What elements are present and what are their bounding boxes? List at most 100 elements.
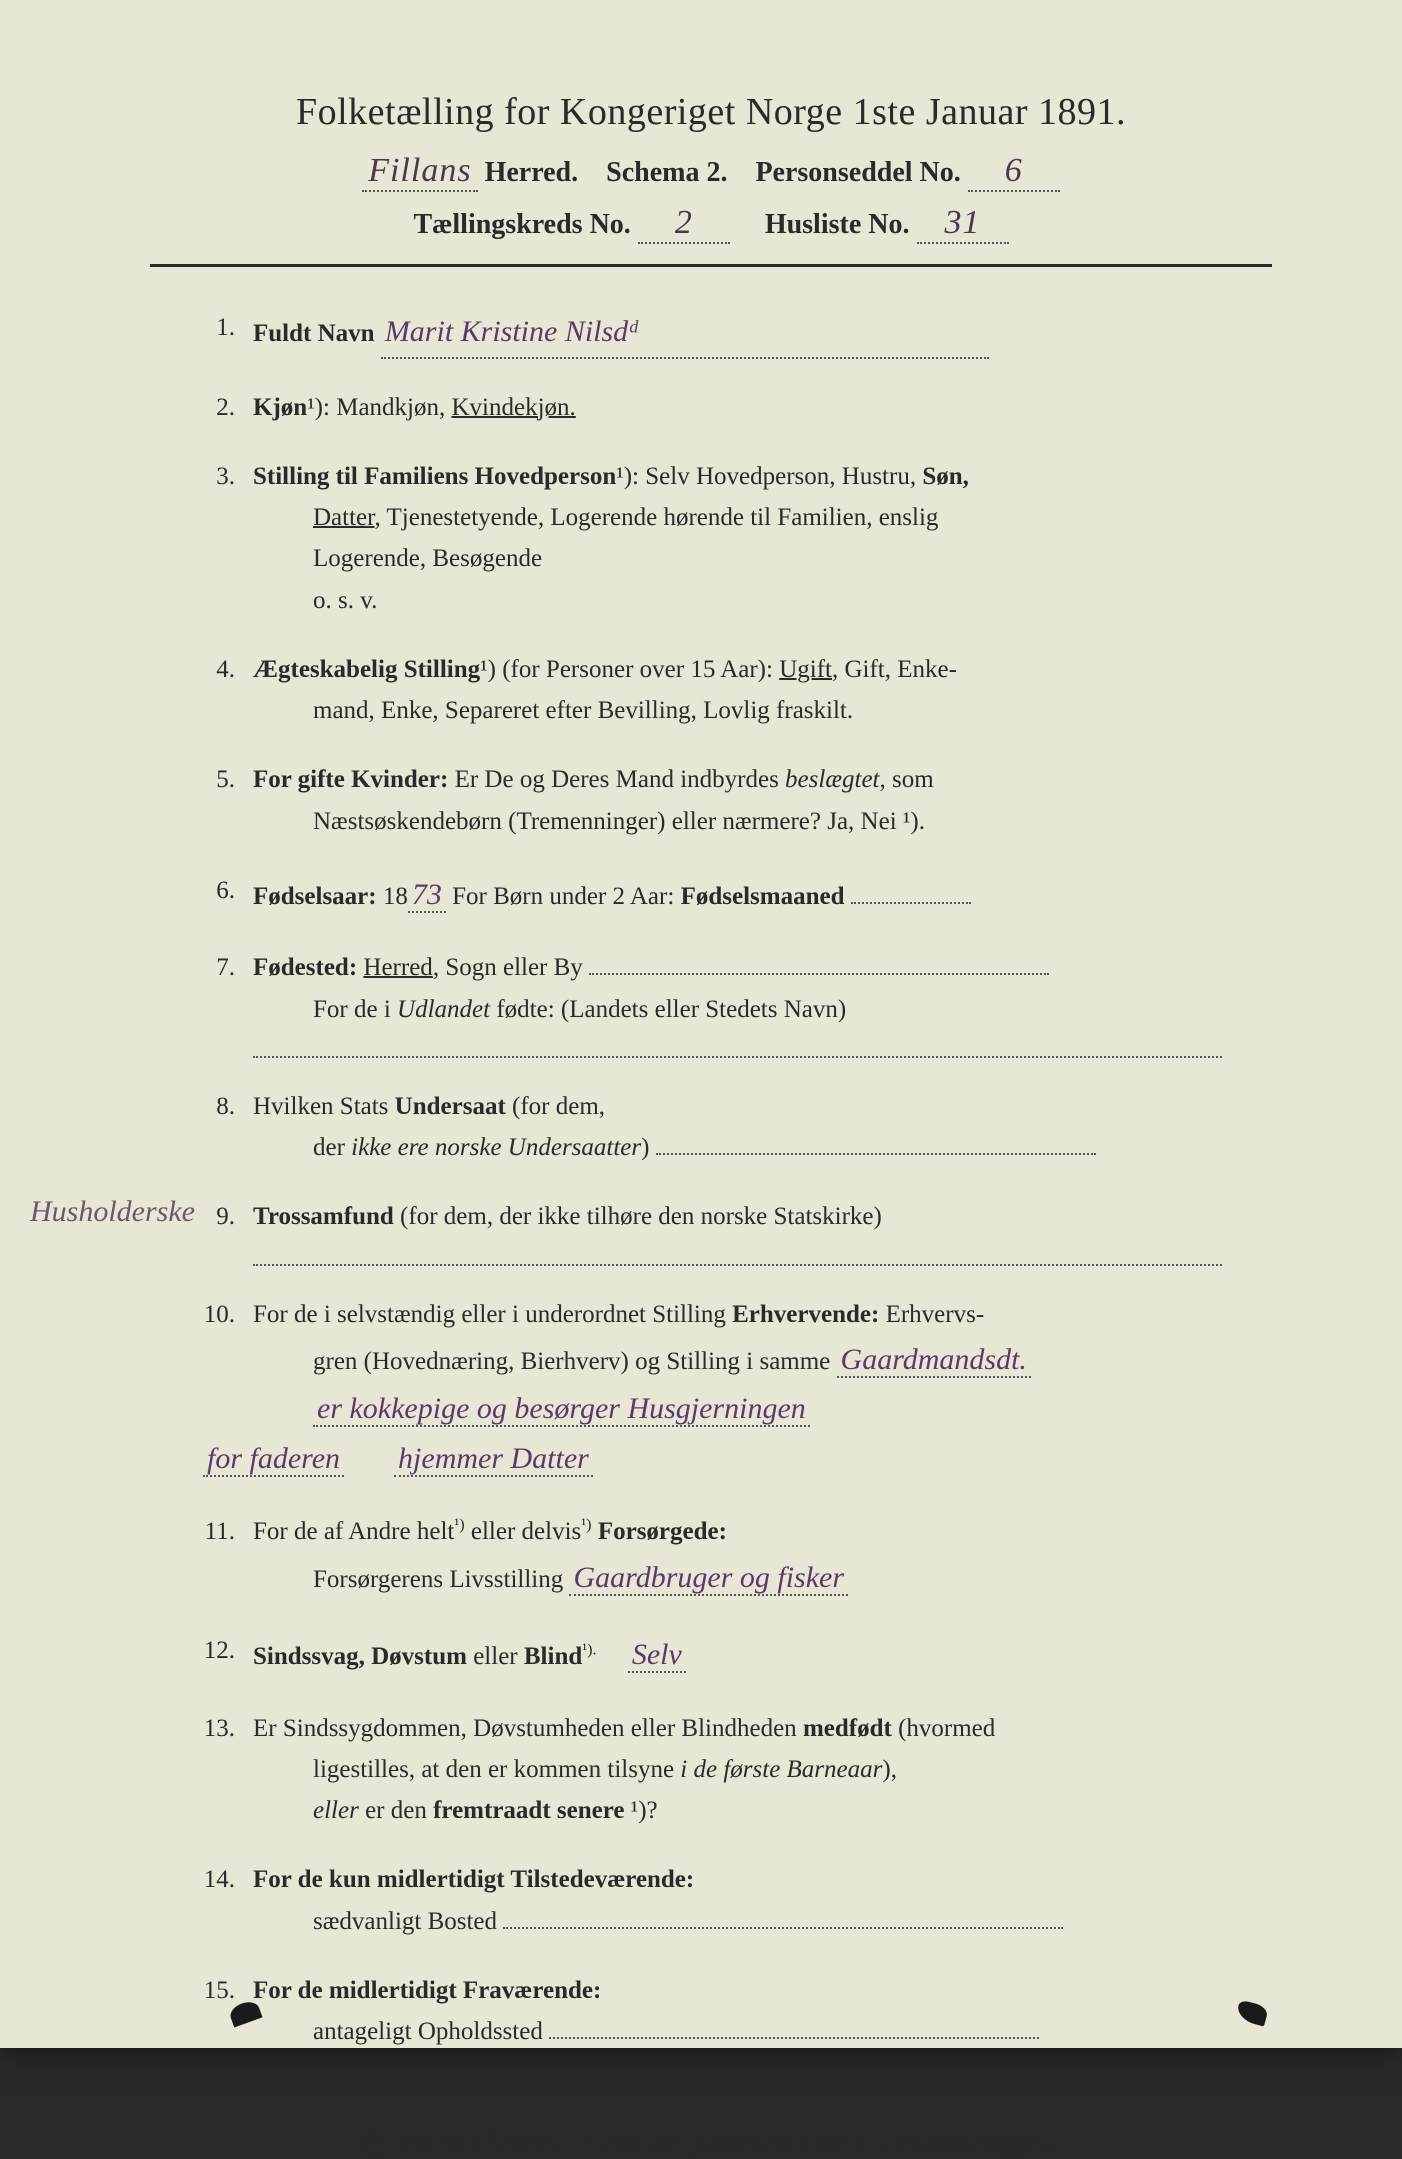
item-5-num: 5. [180, 759, 253, 842]
item-9-label: Trossamfund [253, 1203, 394, 1230]
item-12-text: eller [473, 1643, 524, 1670]
item-14: 14. For de kun midlertidigt Tilstedevære… [180, 1859, 1222, 1942]
item-3-selected: Datter [313, 504, 374, 531]
item-4-content: Ægteskabelig Stilling¹) (for Personer ov… [253, 649, 1222, 732]
birth-year-value: 73 [408, 878, 446, 913]
item-3-note: ¹): [616, 463, 639, 490]
item-11-line2: Forsørgerens Livsstilling [313, 1566, 563, 1593]
item-7-blank-line [253, 1038, 1222, 1058]
item-3-label: Stilling til Familiens Hovedperson [253, 463, 616, 490]
item-13-text1: Er Sindssygdommen, Døvstumheden eller Bl… [253, 1715, 803, 1742]
item-7: 7. Fødested: Herred, Sogn eller By For d… [180, 947, 1222, 1058]
item-4-num: 4. [180, 649, 253, 732]
item-11-text1: For de af Andre helt [253, 1518, 454, 1545]
item-11-content: For de af Andre helt¹) eller delvis¹) Fo… [253, 1511, 1222, 1602]
item-7-line2a: For de i [313, 996, 397, 1023]
main-title: Folketælling for Kongeriget Norge 1ste J… [150, 90, 1272, 134]
tellingskreds-label: Tællingskreds No. [413, 209, 630, 240]
margin-note: Husholderske [30, 1195, 195, 1229]
item-9-content: Trossamfund (for dem, der ikke tilhøre d… [253, 1196, 1222, 1265]
footnote: ¹) De for hvert Tilfælde passende Ord un… [150, 2132, 1272, 2159]
item-12-label: Sindssvag, Døvstum [253, 1643, 467, 1670]
item-9-text: (for dem, der ikke tilhøre den norske St… [400, 1203, 882, 1230]
item-4: 4. Ægteskabelig Stilling¹) (for Personer… [180, 649, 1222, 732]
item-5-content: For gifte Kvinder: Er De og Deres Mand i… [253, 759, 1222, 842]
item-11-hw: Gaardbruger og fisker [569, 1561, 848, 1596]
item-8-label: Undersaat [395, 1093, 506, 1120]
item-15-label: For de midlertidigt Fraværende: [253, 1977, 601, 2004]
item-8-italic: ikke ere norske Undersaatter [351, 1134, 641, 1161]
item-10-line2: gren (Hovednæring, Bierhverv) og Stillin… [313, 1348, 830, 1375]
item-7-content: Fødested: Herred, Sogn eller By For de i… [253, 947, 1222, 1058]
item-3-line2-rest: , Tjenestetyende, Logerende hørende til … [374, 504, 938, 531]
tellingskreds-no: 2 [638, 204, 730, 244]
item-10-text2: Erhvervs- [886, 1301, 985, 1328]
item-8-line2a: der [313, 1134, 351, 1161]
item-2-content: Kjøn¹): Mandkjøn, Kvindekjøn. [253, 387, 1222, 428]
item-2-selected: Kvindekjøn. [452, 394, 576, 421]
item-12-label2: Blind [524, 1643, 582, 1670]
item-3: 3. Stilling til Familiens Hovedperson¹):… [180, 456, 1222, 621]
item-6-label2: Fødselsmaaned [681, 883, 845, 910]
item-3-line1: Selv Hovedperson, Hustru, [645, 463, 922, 490]
item-2-label: Kjøn [253, 394, 307, 421]
item-10: 10. For de i selvstændig eller i underor… [180, 1294, 1222, 1484]
item-12-content: Sindssvag, Døvstum eller Blind¹). Selv [253, 1630, 1222, 1680]
item-2-note: ¹): [307, 394, 330, 421]
item-6-num: 6. [180, 870, 253, 920]
item-5-italic: beslægtet, [785, 766, 886, 793]
item-13: 13. Er Sindssygdommen, Døvstumheden elle… [180, 1708, 1222, 1832]
header-line-2: Fillans Herred. Schema 2. Personseddel N… [150, 152, 1272, 192]
item-8-text1: Hvilken Stats [253, 1093, 395, 1120]
personseddel-no: 6 [968, 152, 1060, 192]
item-10-hw3: for faderen [203, 1442, 344, 1477]
item-8: 8. Hvilken Stats Undersaat (for dem, der… [180, 1086, 1222, 1169]
item-4-label: Ægteskabelig Stilling [253, 656, 480, 683]
item-15-line2: antageligt Opholdssted [313, 2018, 543, 2045]
item-10-label: Erhvervende: [732, 1301, 879, 1328]
item-14-content: For de kun midlertidigt Tilstedeværende:… [253, 1859, 1222, 1942]
item-14-label: For de kun midlertidigt Tilstedeværende: [253, 1866, 694, 1893]
herred-value: Fillans [362, 152, 477, 192]
item-13-italic: i de første Barneaar [680, 1756, 882, 1783]
husliste-no: 31 [917, 204, 1009, 244]
item-15: 15. For de midlertidigt Fraværende: anta… [180, 1970, 1222, 2053]
item-7-num: 7. [180, 947, 253, 1058]
item-12-num: 12. [180, 1630, 253, 1680]
item-8-blank [656, 1153, 1096, 1155]
birth-month-blank [851, 902, 971, 904]
form-header: Folketælling for Kongeriget Norge 1ste J… [150, 90, 1272, 244]
item-15-blank [549, 2037, 1039, 2039]
item-5-line2: Næstsøskendebørn (Tremenninger) eller næ… [313, 808, 925, 835]
item-10-text1: For de i selvstændig eller i underordnet… [253, 1301, 732, 1328]
item-6-label: Fødselsaar: [253, 883, 377, 910]
personseddel-label: Personseddel No. [755, 157, 960, 188]
item-1-content: Fuldt Navn Marit Kristine Nilsdᵈ [253, 307, 1222, 359]
item-7-rest: , Sogn eller By [433, 954, 583, 981]
item-13-content: Er Sindssygdommen, Døvstumheden eller Bl… [253, 1708, 1222, 1832]
item-4-line2: mand, Enke, Separeret efter Bevilling, L… [313, 697, 853, 724]
census-form-page: Folketælling for Kongeriget Norge 1ste J… [0, 0, 1402, 2048]
item-1: 1. Fuldt Navn Marit Kristine Nilsdᵈ [180, 307, 1222, 359]
item-6-content: Fødselsaar: 1873 For Børn under 2 Aar: F… [253, 870, 1222, 920]
item-11-sup1: ¹) [454, 1516, 464, 1534]
birthplace-blank [589, 973, 1049, 975]
form-body: 1. Fuldt Navn Marit Kristine Nilsdᵈ 2. K… [150, 307, 1272, 2052]
item-10-hw1: Gaardmandsdt. [837, 1343, 1031, 1378]
item-13-line3-bold: fremtraadt senere [433, 1797, 624, 1824]
item-15-content: For de midlertidigt Fraværende: antageli… [253, 1970, 1222, 2053]
item-13-num: 13. [180, 1708, 253, 1832]
item-9-blank [253, 1246, 1222, 1266]
item-5-label: For gifte Kvinder: [253, 766, 448, 793]
husliste-label: Husliste No. [765, 209, 910, 240]
item-5-text2: som [892, 766, 934, 793]
item-14-num: 14. [180, 1859, 253, 1942]
item-10-content: For de i selvstændig eller i underordnet… [253, 1294, 1222, 1484]
item-14-blank [503, 1927, 1063, 1929]
item-1-num: 1. [180, 307, 253, 359]
item-3-line3: Logerende, Besøgende [313, 545, 542, 572]
item-3-num: 3. [180, 456, 253, 621]
item-11-num: 11. [180, 1511, 253, 1602]
header-line-3: Tællingskreds No. 2 Husliste No. 31 [150, 204, 1272, 244]
item-6: 6. Fødselsaar: 1873 For Børn under 2 Aar… [180, 870, 1222, 920]
